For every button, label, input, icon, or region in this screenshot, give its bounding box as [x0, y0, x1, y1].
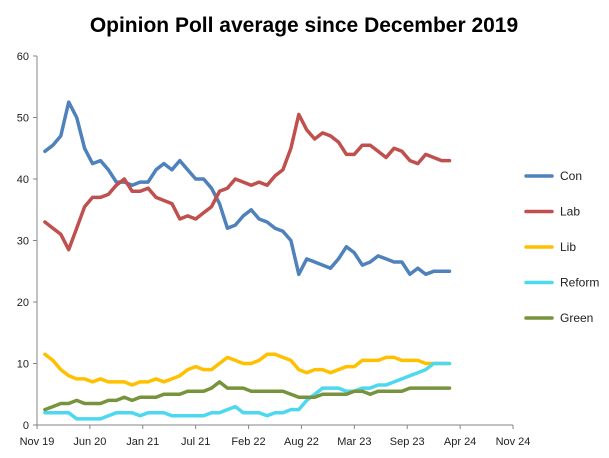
y-tick-label: 0 — [23, 420, 29, 432]
x-tick-label: Jan 21 — [126, 436, 159, 448]
legend-label-lab: Lab — [560, 205, 580, 219]
x-tick-label: Feb 22 — [231, 436, 265, 448]
x-tick-label: Mar 23 — [337, 436, 371, 448]
series-line-lab — [43, 112, 452, 252]
legend-label-lib: Lib — [560, 240, 576, 254]
legend-label-reform: Reform — [560, 276, 599, 290]
series-line-reform — [43, 361, 452, 421]
y-tick-label: 60 — [17, 51, 29, 63]
x-tick-label: Nov 19 — [20, 436, 55, 448]
legend: Con Lab Lib Reform Green — [524, 169, 599, 325]
x-tick-label: Jul 21 — [181, 436, 210, 448]
series-layer — [43, 100, 452, 421]
y-tick-label: 30 — [17, 236, 29, 248]
legend-label-con: Con — [560, 169, 582, 183]
legend-label-green: Green — [560, 311, 593, 325]
x-tick-label: Sep 23 — [390, 436, 425, 448]
x-tick-label: Nov 24 — [496, 436, 531, 448]
axes: 0 10 20 30 40 50 60 Nov 19 Jun 20 Jan 21 Jul 21 Feb… — [17, 51, 531, 448]
series-line-lib — [43, 352, 452, 387]
y-tick-label: 40 — [17, 174, 29, 186]
x-tick-label: Aug 22 — [284, 436, 319, 448]
y-tick-label: 20 — [17, 297, 29, 309]
chart-title: Opinion Poll average since December 2019 — [90, 14, 518, 37]
y-tick-label: 10 — [17, 359, 29, 371]
x-tick-label: Apr 24 — [444, 436, 476, 448]
series-line-green — [43, 380, 452, 412]
y-tick-label: 50 — [17, 113, 29, 125]
series-line-con — [43, 100, 452, 277]
x-tick-label: Jun 20 — [73, 436, 106, 448]
